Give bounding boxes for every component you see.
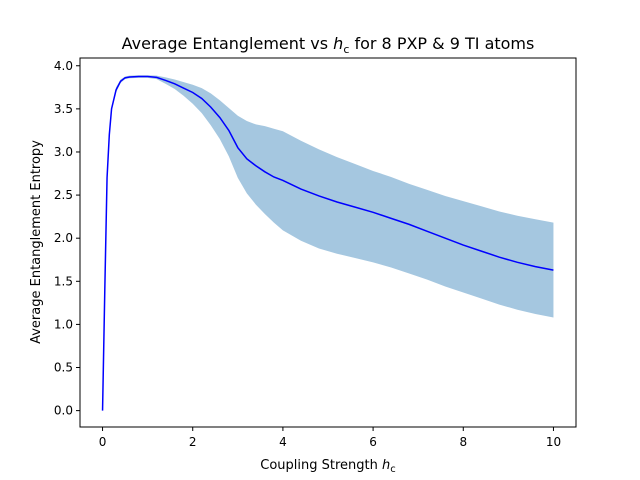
chart-title-variable: h (333, 34, 343, 53)
mean-line (101, 75, 554, 411)
x-axis-label: Coupling Strength hc (260, 458, 396, 475)
y-tick-label: 3.5 (54, 102, 73, 116)
y-tick-label: 1.5 (54, 274, 73, 288)
y-axis-label: Average Entanglement Entropy (29, 140, 44, 344)
x-tick-label: 2 (189, 435, 197, 449)
x-tick-label: 6 (369, 435, 377, 449)
x-tick-label: 4 (279, 435, 287, 449)
spread-band (102, 75, 554, 411)
y-tick-label: 4.0 (54, 59, 73, 73)
x-tick-label: 8 (459, 435, 467, 449)
plot-area (101, 75, 554, 411)
x-axis-ticks: 0 2 4 6 8 10 (99, 427, 561, 449)
chart-title: Average Entanglement vs hc for 8 PXP & 9… (122, 34, 535, 56)
x-axis-label-subscript: c (390, 464, 396, 475)
axes-frame (79, 57, 577, 428)
y-axis-ticks: 0.0 0.5 1.0 1.5 2.0 2.5 3.0 3.5 4.0 (54, 59, 80, 418)
x-axis-label-variable: h (382, 458, 390, 473)
y-tick-label: 0.5 (54, 361, 73, 375)
y-tick-label: 2.0 (54, 231, 73, 245)
x-tick-label: 0 (99, 435, 107, 449)
x-tick-label: 10 (546, 435, 561, 449)
chart-title-subscript: c (343, 43, 349, 56)
chart-title-main: Average Entanglement vs (122, 34, 334, 53)
x-axis-label-main: Coupling Strength (260, 458, 382, 473)
chart-title-rest: for 8 PXP & 9 TI atoms (349, 34, 534, 53)
y-tick-label: 1.0 (54, 317, 73, 331)
y-tick-label: 0.0 (54, 404, 73, 418)
y-tick-label: 2.5 (54, 188, 73, 202)
y-tick-label: 3.0 (54, 145, 73, 159)
